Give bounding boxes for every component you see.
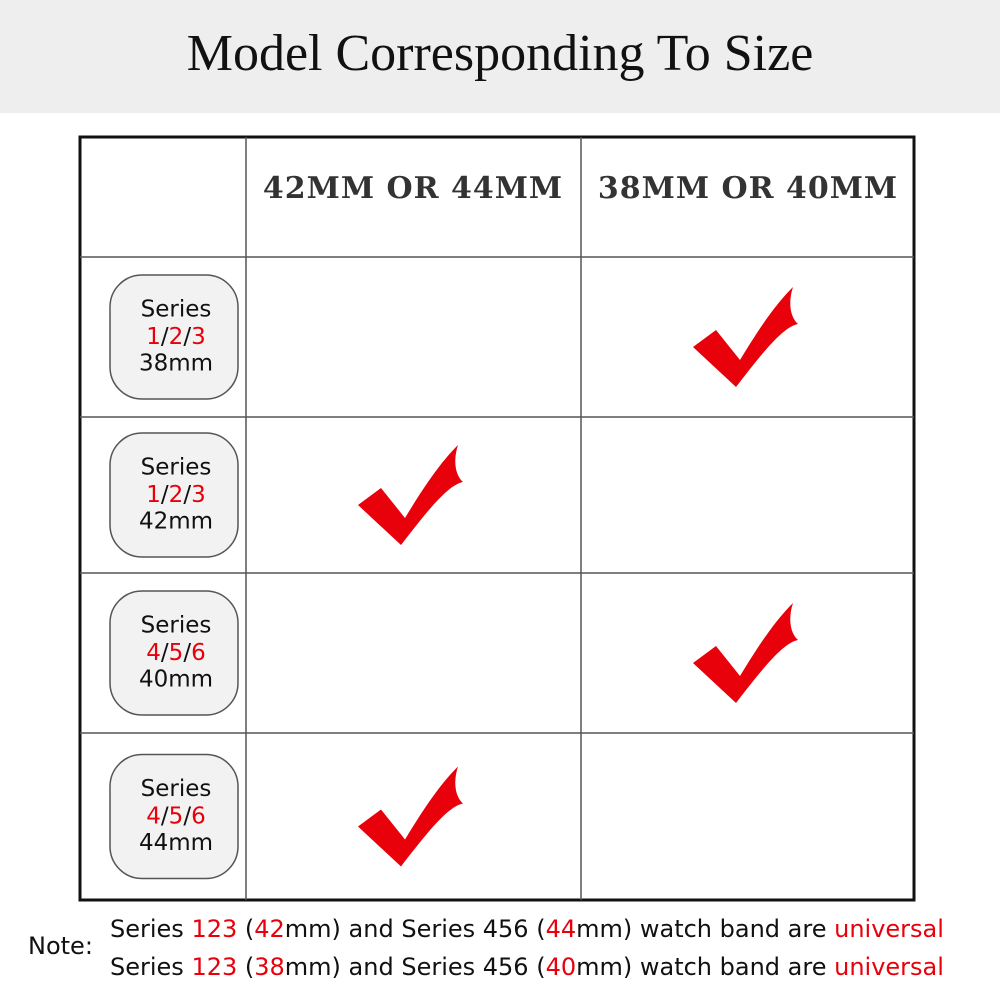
model-size: 44mm	[139, 830, 213, 856]
note-line: Series 123 (42mm) and Series 456 (44mm) …	[110, 915, 944, 943]
model-badge	[109, 432, 239, 558]
separator: /	[183, 324, 191, 350]
separator: /	[183, 482, 191, 508]
column-header: 38MM OR 40MM	[598, 171, 898, 206]
column-header: 42MM OR 44MM	[263, 171, 563, 206]
note-highlight: universal	[834, 915, 944, 943]
version: 3	[191, 324, 206, 350]
note-text: Series	[110, 915, 191, 943]
note-text: mm) and Series 456 (	[285, 915, 546, 943]
model-badge	[109, 274, 239, 400]
table-border	[78, 135, 916, 902]
note-text: mm) watch band are	[576, 915, 834, 943]
version: 3	[191, 482, 206, 508]
separator: /	[183, 803, 191, 829]
model-badge	[109, 590, 239, 716]
model-versions: 1/2/3	[146, 324, 205, 350]
version: 6	[191, 640, 206, 666]
note-highlight: 38	[254, 953, 285, 981]
version: 1	[146, 324, 161, 350]
check-mark	[358, 445, 463, 545]
model-name: Series	[141, 297, 212, 323]
separator: /	[161, 324, 169, 350]
note-highlight: universal	[834, 953, 944, 981]
title-bar	[0, 0, 1000, 113]
model-versions: 4/5/6	[146, 803, 205, 829]
title: Model Corresponding To Size	[187, 25, 814, 82]
version: 1	[146, 482, 161, 508]
separator: /	[183, 640, 191, 666]
version: 5	[169, 640, 184, 666]
note-line: Series 123 (38mm) and Series 456 (40mm) …	[110, 953, 944, 981]
model-badge	[109, 753, 239, 880]
note-text: (	[237, 915, 254, 943]
version: 4	[146, 640, 161, 666]
note-text: Series	[110, 953, 191, 981]
model-name: Series	[141, 455, 212, 481]
separator: /	[161, 640, 169, 666]
note-text: (	[237, 953, 254, 981]
model-name: Series	[141, 613, 212, 639]
note-highlight: 123	[191, 915, 237, 943]
model-size: 42mm	[139, 509, 213, 535]
model-versions: 1/2/3	[146, 482, 205, 508]
note-highlight: 40	[546, 953, 577, 981]
check-mark	[693, 603, 798, 703]
note-label: Note:	[28, 932, 93, 960]
version: 2	[169, 482, 184, 508]
note-highlight: 42	[254, 915, 285, 943]
version: 5	[169, 803, 184, 829]
separator: /	[161, 482, 169, 508]
separator: /	[161, 803, 169, 829]
note-highlight: 123	[191, 953, 237, 981]
note-highlight: 44	[546, 915, 577, 943]
model-size: 38mm	[139, 351, 213, 377]
note-text: mm) watch band are	[576, 953, 834, 981]
note-text: mm) and Series 456 (	[285, 953, 546, 981]
model-size: 40mm	[139, 667, 213, 693]
model-versions: 4/5/6	[146, 640, 205, 666]
check-mark	[358, 766, 463, 867]
check-mark	[693, 287, 798, 387]
model-name: Series	[141, 776, 212, 802]
version: 4	[146, 803, 161, 829]
version: 2	[169, 324, 184, 350]
version: 6	[191, 803, 206, 829]
